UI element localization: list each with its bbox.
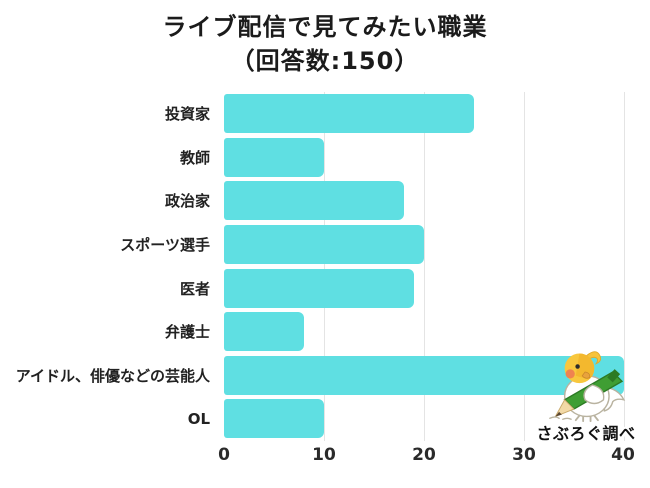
bar-track — [224, 355, 624, 395]
chart-subtitle: （回答数:150） — [230, 47, 420, 75]
bar — [224, 225, 424, 265]
bar — [224, 94, 474, 134]
category-label: OL — [187, 409, 210, 428]
category-label: 医者 — [179, 279, 210, 298]
bar-track — [224, 312, 624, 352]
bar-row: 投資家 — [0, 92, 650, 136]
category-label: スポーツ選手 — [120, 236, 210, 255]
bar — [224, 181, 404, 221]
x-tick-label: 0 — [218, 445, 230, 465]
x-tick-label: 20 — [412, 445, 436, 465]
chart-title: ライブ配信で見てみたい職業 — [162, 13, 488, 41]
x-tick-label: 10 — [312, 445, 336, 465]
category-label: 政治家 — [164, 192, 210, 211]
x-axis: 0 10 20 30 40 — [0, 441, 650, 469]
survey-credit: さぶろぐ調べ — [536, 424, 636, 443]
x-tick-label: 30 — [512, 445, 536, 465]
bar-track — [224, 137, 624, 177]
plot-area: 投資家 教師 政治家 スポーツ選手 医者 弁護士 アイドル、俳優などの芸能人 — [0, 92, 650, 441]
bar-row: アイドル、俳優などの芸能人 — [0, 354, 650, 398]
bar-row: 医者 — [0, 266, 650, 310]
category-label: 教師 — [179, 148, 210, 167]
bar-row: 弁護士 — [0, 310, 650, 354]
category-label: 投資家 — [164, 105, 210, 124]
bar-track — [224, 181, 624, 221]
bar-track — [224, 268, 624, 308]
bar-track — [224, 399, 624, 439]
bar-row: OL — [0, 397, 650, 441]
x-tick-label: 40 — [611, 445, 635, 465]
bar-row: 政治家 — [0, 179, 650, 223]
bar — [224, 268, 414, 308]
category-label: アイドル、俳優などの芸能人 — [15, 366, 210, 385]
bar — [224, 399, 324, 439]
bar — [224, 137, 324, 177]
bar — [224, 355, 624, 395]
chart-title-block: ライブ配信で見てみたい職業 （回答数:150） — [0, 0, 650, 78]
bar-row: スポーツ選手 — [0, 223, 650, 267]
bar-track — [224, 94, 624, 134]
bird-with-pencil-mascot-icon — [549, 351, 626, 422]
bar-track — [224, 225, 624, 265]
bar-row: 教師 — [0, 136, 650, 180]
category-label: 弁護士 — [164, 323, 210, 342]
bar — [224, 312, 304, 352]
